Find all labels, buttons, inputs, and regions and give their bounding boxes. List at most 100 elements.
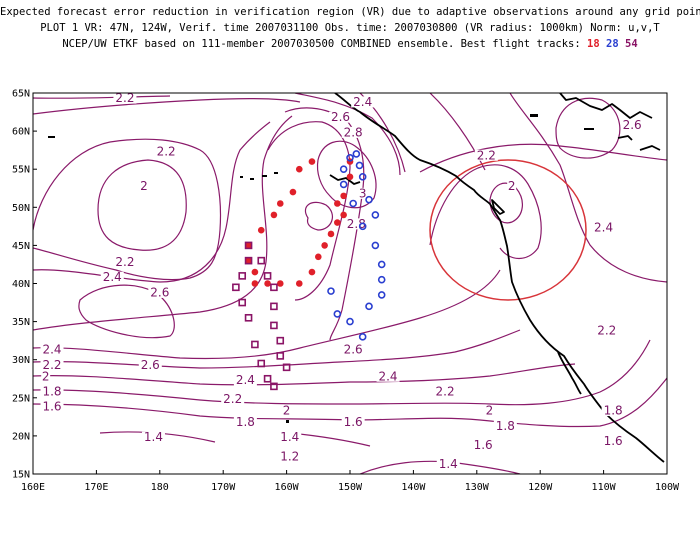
contour-label: 2.6: [331, 110, 350, 124]
lon-label: 160W: [275, 482, 300, 493]
contour-label-bg: [138, 359, 162, 371]
track-54-point: [244, 256, 253, 265]
lat-label: 30N: [12, 355, 30, 366]
contour-label: 1.4: [280, 430, 299, 444]
contour-label-bg: [113, 92, 137, 104]
track-18-point: [257, 226, 265, 234]
island-chains: [48, 114, 594, 423]
aleutian-island: [250, 178, 254, 180]
contour-label-bg: [351, 96, 375, 108]
contour-line: [509, 93, 667, 283]
arctic-island: [584, 128, 594, 130]
contour-line: [429, 93, 486, 171]
contour-label-bg: [40, 344, 64, 356]
track-28-point: [333, 310, 342, 318]
track-54-point: [270, 302, 278, 311]
track-18-point: [251, 280, 259, 287]
lon-label: 100W: [655, 482, 680, 493]
lat-label: 20N: [12, 431, 30, 442]
track-54-label: 54: [625, 38, 638, 50]
lat-label: 50N: [12, 203, 30, 214]
lat-label: 45N: [12, 241, 30, 252]
track-18-point: [327, 230, 335, 238]
track-28-point: [339, 165, 348, 173]
lat-label: 25N: [12, 393, 30, 404]
contour-label-bg: [139, 180, 149, 192]
track-54-point: [263, 374, 272, 383]
contour-label: 2.6: [150, 285, 169, 299]
track-18-point: [315, 253, 322, 261]
lon-label: 170W: [211, 482, 236, 493]
lat-label: 15N: [12, 470, 30, 481]
track-18-point: [346, 173, 354, 181]
track-28-point: [377, 260, 386, 269]
kamchatka-coast: [48, 136, 55, 138]
contour-label-bg: [40, 385, 64, 397]
lon-label: 180: [151, 482, 169, 493]
contour-label: 2: [42, 369, 50, 383]
lon-label: 130W: [465, 482, 490, 493]
contour-line: [33, 269, 501, 360]
contour-label-bg: [341, 344, 365, 356]
contour-label: 2: [140, 179, 148, 193]
track-54-point: [276, 352, 285, 360]
contour-label-bg: [154, 145, 178, 157]
lon-label: 160E: [21, 482, 45, 493]
title-line-3: NCEP/UW ETKF based on 111-member 2007030…: [0, 36, 700, 52]
track-54-point: [251, 340, 259, 349]
contour-line: [267, 121, 351, 301]
track-28-label: 28: [606, 38, 619, 50]
track-18-point: [245, 257, 252, 264]
alaska-peninsula: [329, 174, 361, 185]
contour-label-bg: [282, 405, 292, 417]
contour-label-bg: [40, 359, 64, 371]
contour-label: 2.2: [157, 144, 176, 158]
contour-label-bg: [471, 439, 495, 451]
track-54-point: [270, 382, 278, 391]
contour-label-bg: [601, 435, 625, 447]
contour-label: 2.8: [344, 125, 363, 139]
track-54-point: [276, 336, 285, 345]
track-18-point: [340, 192, 347, 200]
track-54-point: [238, 272, 247, 280]
contour-line: [33, 377, 667, 428]
track-18-point: [276, 280, 284, 287]
lat-label: 35N: [12, 317, 30, 328]
contour-label-bg: [341, 126, 365, 138]
track-18-point: [251, 268, 259, 276]
track-28-point: [358, 173, 367, 181]
contour-line: [555, 97, 621, 159]
contour-line: [33, 115, 293, 331]
contour-line: [294, 93, 401, 176]
contour-label: 2: [283, 404, 291, 418]
contour-label-bg: [358, 187, 368, 199]
track-54-point: [270, 283, 278, 292]
contour-line: [419, 143, 667, 173]
track-54-point: [232, 283, 240, 292]
contour-label-bg: [595, 325, 619, 337]
contour-label: 1.6: [344, 415, 363, 429]
contour-line: [33, 339, 651, 406]
title-line-1: Expected forecast error reduction in ver…: [0, 6, 700, 18]
contour-label-bg: [233, 416, 257, 428]
contour-label-bg: [507, 180, 517, 192]
track-28-point: [377, 275, 386, 284]
title-line-2: PLOT 1 VR: 47N, 124W, Verif. time 200703…: [40, 22, 660, 34]
contour-label-bg: [436, 458, 460, 470]
track-18-point: [295, 280, 303, 287]
track-28-point: [377, 291, 386, 299]
lon-label: 150W: [338, 482, 363, 493]
contour-label-bg: [474, 149, 498, 161]
track-18-point: [245, 242, 252, 249]
contour-label: 2.4: [594, 221, 613, 235]
track-18-point: [295, 165, 303, 173]
track-18-point: [321, 242, 328, 249]
coastlines: [329, 93, 665, 463]
contour-line: [33, 95, 171, 99]
contour-line: [97, 159, 187, 251]
lat-label: 65N: [12, 89, 30, 100]
verification-region-circle: [429, 159, 587, 301]
contour-label-bg: [233, 374, 257, 386]
contour-label: 1.4: [144, 430, 163, 444]
